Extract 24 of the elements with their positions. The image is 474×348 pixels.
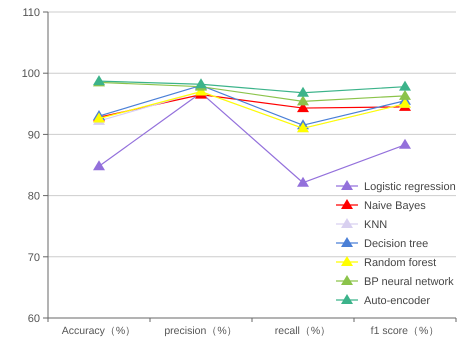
point	[399, 80, 411, 91]
legend-label: Decision tree	[364, 238, 428, 250]
legend-label: Logistic regression	[364, 181, 456, 193]
point	[297, 86, 309, 97]
y-tick-label: 60	[28, 313, 40, 325]
x-tick-label: precision（%）	[164, 325, 238, 337]
y-tick-label: 80	[28, 190, 40, 203]
point	[93, 160, 105, 170]
x-tick-label: Accuracy（%）	[62, 325, 136, 337]
point	[399, 138, 411, 149]
legend-label: BP neural network	[364, 276, 454, 288]
y-tick-label: 110	[22, 7, 40, 19]
y-tick-label: 100	[22, 68, 40, 80]
y-tick-label: 70	[28, 252, 40, 264]
y-tick-label: 90	[28, 129, 40, 142]
x-tick-label: f1 score（%）	[370, 325, 440, 337]
x-tick-label: recall（%）	[274, 325, 332, 337]
point	[297, 176, 309, 187]
legend-label: Random forest	[364, 257, 436, 269]
point	[297, 95, 309, 106]
legend-label: Naive Bayes	[364, 200, 426, 212]
legend-label: KNN	[364, 219, 388, 231]
legend-label: Auto-encoder	[364, 295, 430, 307]
point	[399, 90, 411, 100]
